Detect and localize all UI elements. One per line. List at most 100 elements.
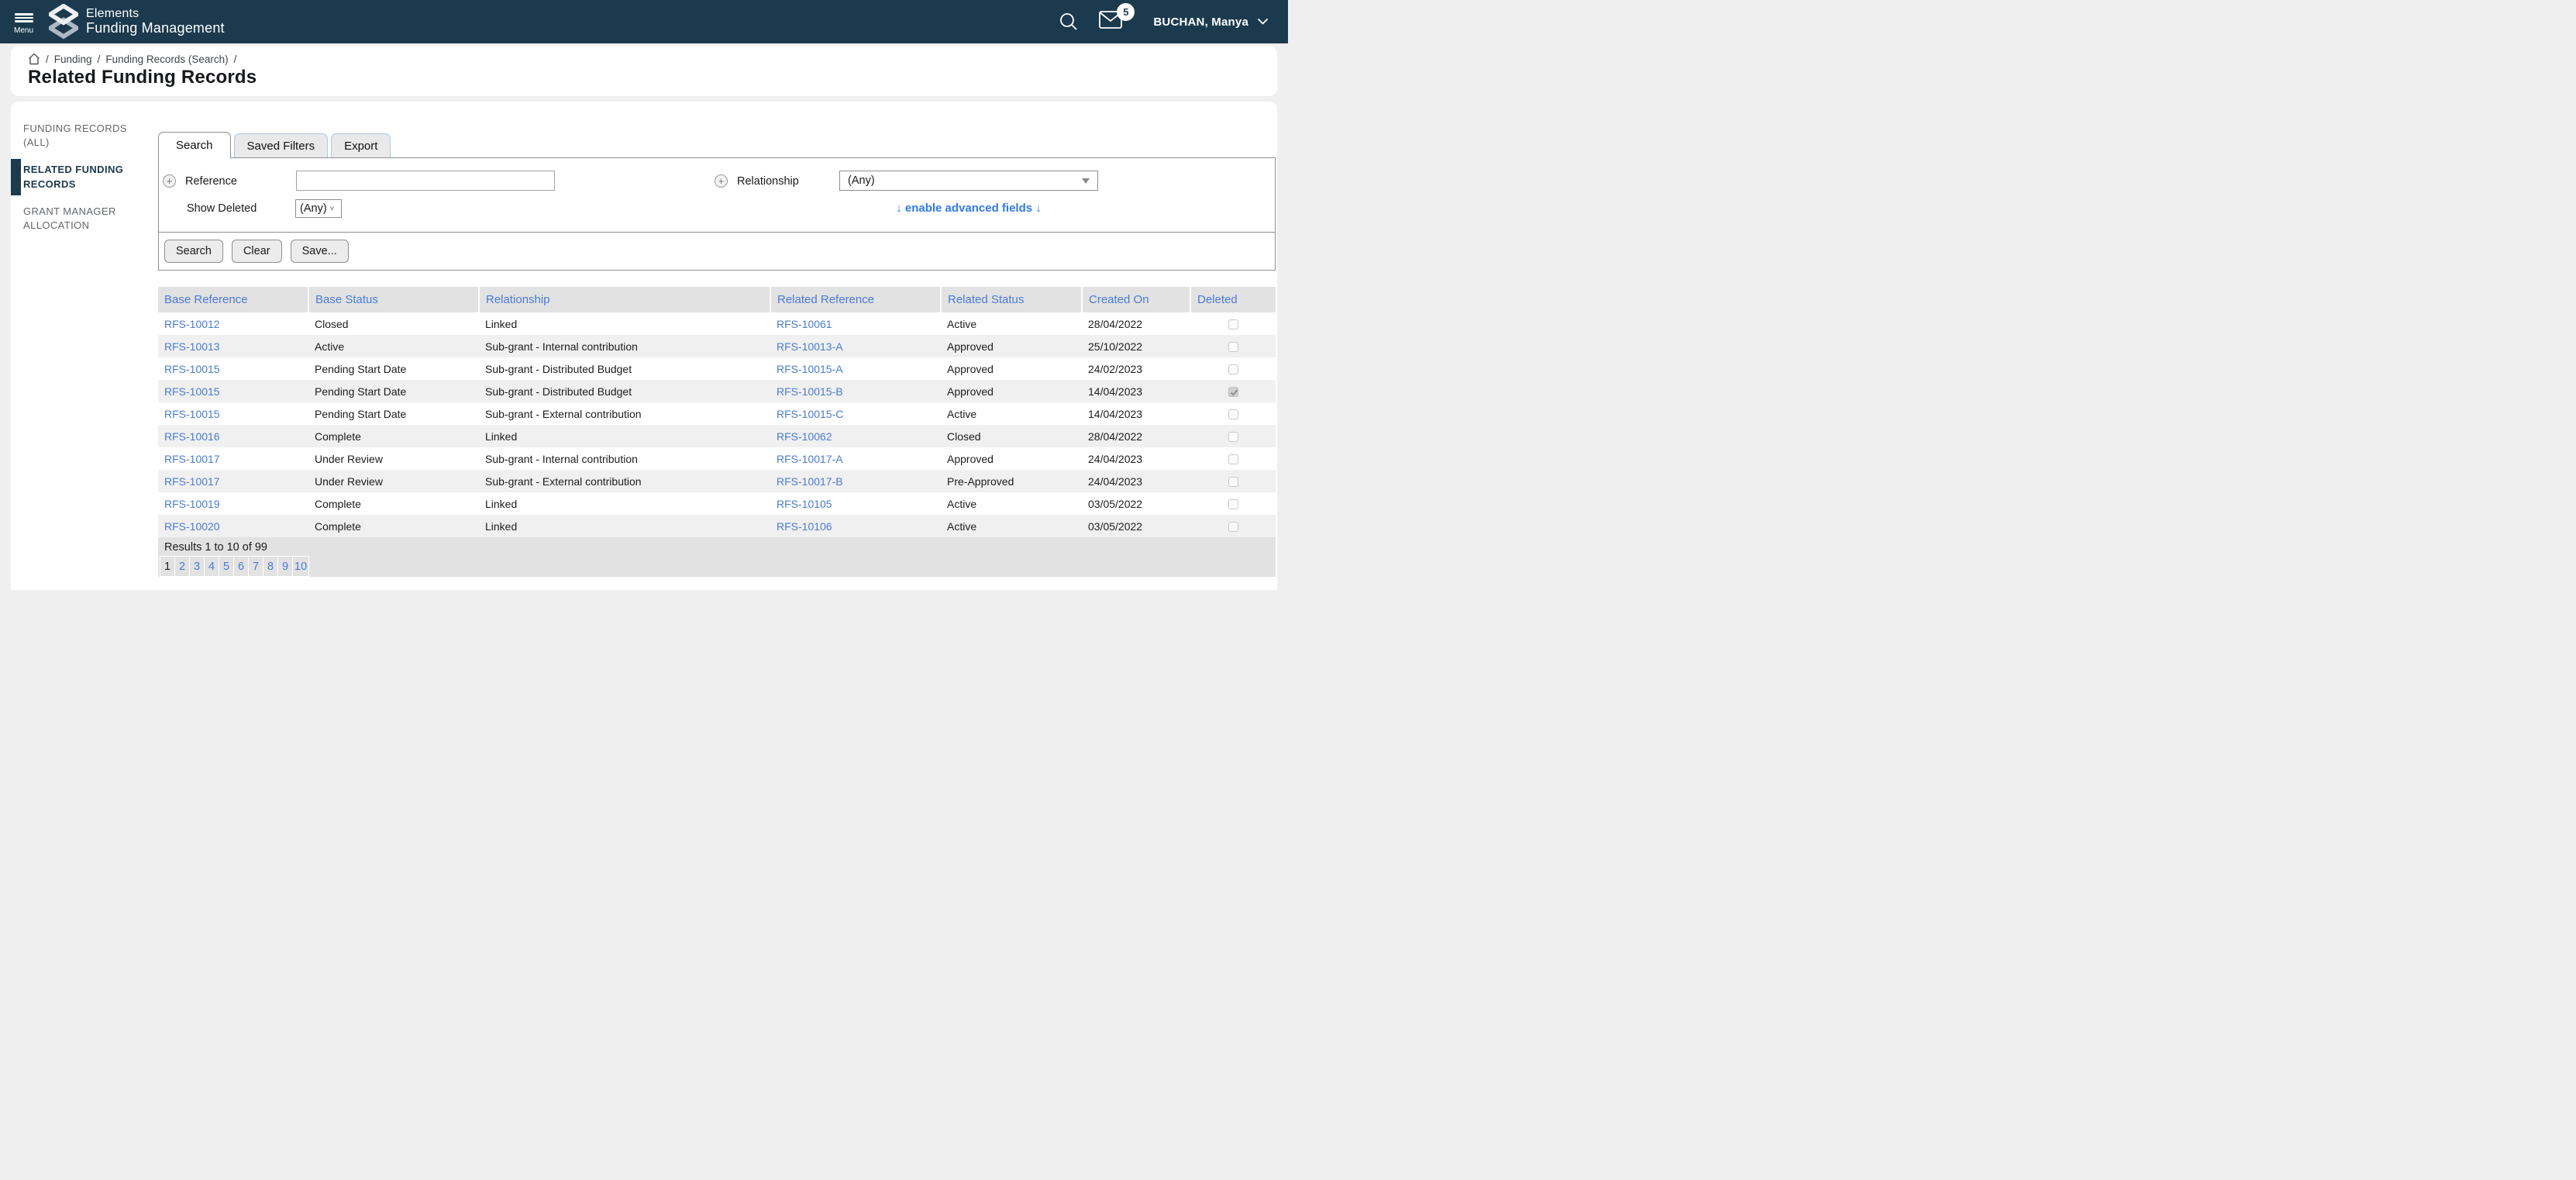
related-reference-link[interactable]: RFS-10017-B	[770, 470, 941, 492]
column-header-relationship[interactable]: Relationship	[479, 287, 770, 312]
related-reference-link[interactable]: RFS-10017-A	[770, 447, 941, 470]
enable-advanced-fields-link[interactable]: ↓ enable advanced fields ↓	[839, 202, 1098, 215]
page-5[interactable]: 5	[219, 556, 233, 577]
deleted-checkbox[interactable]	[1228, 364, 1238, 374]
column-header-base-status[interactable]: Base Status	[308, 287, 479, 312]
related-status-cell: Approved	[941, 380, 1082, 402]
show-deleted-selected-value: (Any)	[300, 202, 327, 215]
relationship-cell: Sub-grant - Distributed Budget	[479, 380, 770, 402]
column-header-created-on[interactable]: Created On	[1082, 287, 1190, 312]
column-header-related-status[interactable]: Related Status	[941, 287, 1082, 312]
related-reference-link[interactable]: RFS-10013-A	[770, 335, 941, 357]
brand-name: Elements	[86, 7, 225, 21]
base-reference-link[interactable]: RFS-10015	[158, 402, 308, 425]
deleted-checkbox[interactable]	[1228, 499, 1238, 509]
base-reference-link[interactable]: RFS-10020	[158, 515, 308, 537]
base-reference-link[interactable]: RFS-10017	[158, 470, 308, 492]
column-header-deleted[interactable]: Deleted	[1190, 287, 1276, 312]
page-4[interactable]: 4	[204, 556, 219, 577]
page-9[interactable]: 9	[277, 556, 292, 577]
relationship-select[interactable]: (Any)	[839, 171, 1098, 191]
breadcrumb-item-funding-records-search[interactable]: Funding Records (Search)	[105, 53, 228, 65]
table-row: RFS-10015 Pending Start Date Sub-grant -…	[158, 402, 1276, 425]
page-10[interactable]: 10	[292, 556, 309, 577]
search-actions: Search Clear Save...	[158, 233, 1276, 271]
page-2[interactable]: 2	[174, 556, 189, 577]
related-reference-link[interactable]: RFS-10062	[770, 425, 941, 447]
deleted-checkbox[interactable]	[1228, 409, 1238, 419]
created-on-cell: 14/04/2023	[1082, 402, 1190, 425]
deleted-checkbox[interactable]	[1228, 477, 1238, 487]
home-icon[interactable]	[28, 53, 40, 65]
brand-logo[interactable]: Elements Funding Management	[49, 4, 225, 40]
page-7[interactable]: 7	[248, 556, 263, 577]
table-row: RFS-10013 Active Sub-grant - Internal co…	[158, 335, 1276, 357]
deleted-checkbox[interactable]	[1228, 342, 1238, 352]
created-on-cell: 24/04/2023	[1082, 470, 1190, 492]
breadcrumb-card: / Funding / Funding Records (Search) / R…	[11, 46, 1277, 96]
table-footer: Results 1 to 10 of 99 1 2 3 4 5 6 7 8 9 …	[158, 537, 1276, 577]
tab-export[interactable]: Export	[331, 133, 391, 157]
search-submit-button[interactable]: Search	[164, 240, 223, 263]
tab-saved-filters[interactable]: Saved Filters	[234, 133, 329, 157]
show-deleted-select[interactable]: (Any) ˅	[295, 199, 342, 218]
related-reference-link[interactable]: RFS-10015-A	[770, 357, 941, 380]
page-1[interactable]: 1	[160, 556, 174, 577]
base-reference-link[interactable]: RFS-10012	[158, 312, 308, 335]
base-reference-link[interactable]: RFS-10019	[158, 492, 308, 515]
related-status-cell: Active	[941, 492, 1082, 515]
related-reference-link[interactable]: RFS-10061	[770, 312, 941, 335]
table-header: Base Reference Base Status Relationship …	[158, 287, 1276, 312]
reference-label: Reference	[185, 175, 237, 188]
related-reference-link[interactable]: RFS-10015-B	[770, 380, 941, 402]
results-count: Results 1 to 10 of 99	[158, 537, 1276, 556]
column-header-related-reference[interactable]: Related Reference	[770, 287, 941, 312]
notifications-button[interactable]: 5	[1099, 11, 1122, 33]
page-8[interactable]: 8	[263, 556, 277, 577]
deleted-checkbox[interactable]	[1228, 387, 1238, 397]
base-reference-link[interactable]: RFS-10015	[158, 380, 308, 402]
sidebar-item-grant-manager-allocation[interactable]: GRANT MANAGER ALLOCATION	[11, 205, 154, 233]
relationship-label: Relationship	[737, 175, 799, 188]
main-card: FUNDING RECORDS (ALL) RELATED FUNDING RE…	[11, 102, 1277, 590]
page-6[interactable]: 6	[233, 556, 248, 577]
page-3[interactable]: 3	[189, 556, 204, 577]
deleted-checkbox[interactable]	[1228, 522, 1238, 532]
sidebar-item-related-funding-records[interactable]: RELATED FUNDING RECORDS	[11, 163, 154, 191]
created-on-cell: 24/02/2023	[1082, 357, 1190, 380]
related-reference-link[interactable]: RFS-10105	[770, 492, 941, 515]
sidebar: FUNDING RECORDS (ALL) RELATED FUNDING RE…	[11, 122, 158, 590]
save-button[interactable]: Save...	[291, 240, 349, 263]
search-button[interactable]	[1059, 12, 1079, 32]
user-menu[interactable]: BUCHAN, Manya	[1153, 16, 1268, 29]
sidebar-item-funding-records-all[interactable]: FUNDING RECORDS (ALL)	[11, 122, 154, 150]
reference-input[interactable]	[296, 171, 555, 191]
base-reference-link[interactable]: RFS-10017	[158, 447, 308, 470]
related-status-cell: Approved	[941, 447, 1082, 470]
deleted-checkbox[interactable]	[1228, 319, 1238, 330]
base-status-cell: Active	[308, 335, 479, 357]
navbar-right: 5 BUCHAN, Manya	[1059, 11, 1268, 33]
breadcrumb-item-funding[interactable]: Funding	[54, 53, 92, 65]
relationship-cell: Linked	[479, 515, 770, 537]
column-header-base-reference[interactable]: Base Reference	[158, 287, 308, 312]
pagination: 1 2 3 4 5 6 7 8 9 10	[160, 556, 309, 577]
deleted-checkbox[interactable]	[1228, 454, 1238, 464]
base-reference-link[interactable]: RFS-10015	[158, 357, 308, 380]
tab-bar: Search Saved Filters Export	[158, 132, 1277, 157]
base-status-cell: Closed	[308, 312, 479, 335]
base-reference-link[interactable]: RFS-10013	[158, 335, 308, 357]
brand-product: Funding Management	[86, 20, 225, 36]
created-on-cell: 14/04/2023	[1082, 380, 1190, 402]
base-reference-link[interactable]: RFS-10016	[158, 425, 308, 447]
clear-button[interactable]: Clear	[232, 240, 282, 263]
related-reference-link[interactable]: RFS-10106	[770, 515, 941, 537]
relationship-expand-icon[interactable]: +	[715, 174, 728, 188]
reference-expand-icon[interactable]: +	[163, 174, 176, 188]
deleted-checkbox[interactable]	[1228, 432, 1238, 442]
tab-search[interactable]: Search	[158, 132, 231, 158]
breadcrumb-separator: /	[234, 53, 237, 65]
menu-button[interactable]: Menu	[14, 9, 33, 35]
related-reference-link[interactable]: RFS-10015-C	[770, 402, 941, 425]
base-status-cell: Pending Start Date	[308, 402, 479, 425]
